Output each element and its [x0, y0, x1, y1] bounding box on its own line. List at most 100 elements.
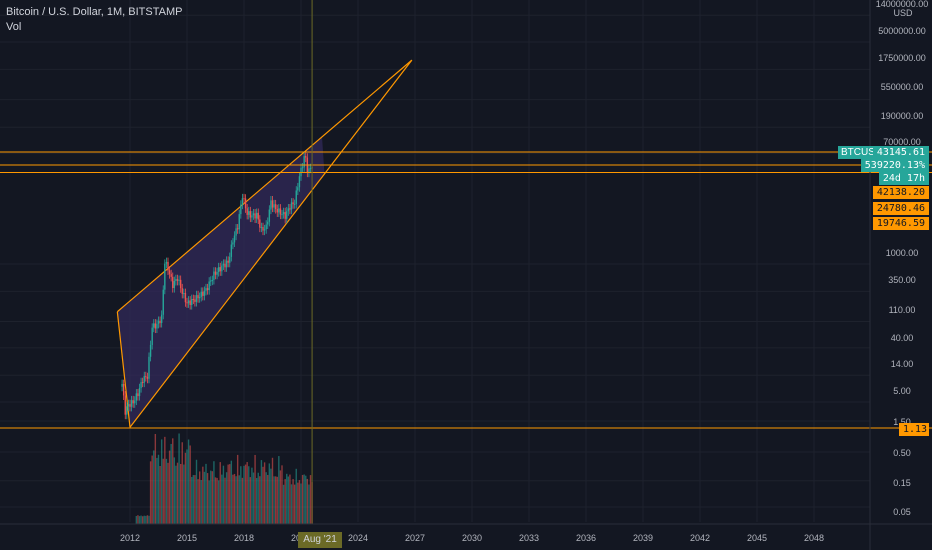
candle-body	[276, 209, 278, 213]
candle-body	[122, 384, 125, 396]
candle-body	[121, 384, 123, 387]
time-tick-label: 2048	[804, 533, 824, 543]
volume-bar	[208, 480, 210, 524]
candle-body	[178, 279, 180, 281]
candle-body	[189, 300, 191, 306]
volume-bar	[203, 471, 206, 524]
candle-body	[224, 263, 226, 268]
volume-bar	[262, 466, 264, 524]
candle-body	[145, 376, 147, 378]
volume-bar	[170, 443, 172, 524]
time-cursor-label: Aug '21	[298, 532, 342, 548]
volume-bar	[217, 480, 220, 524]
time-tick-label: 2018	[234, 533, 254, 543]
volume-bar	[189, 445, 191, 524]
candle-body	[203, 290, 206, 296]
volume-bar	[263, 462, 266, 524]
volume-bar	[292, 479, 294, 524]
candle-body	[267, 221, 269, 225]
candle-body	[197, 295, 199, 299]
volume-bar	[282, 484, 285, 524]
volume-bar	[257, 472, 259, 524]
price-tick-label: 5.00	[893, 386, 911, 396]
volume-bar	[286, 473, 288, 524]
volume-bar	[192, 475, 195, 524]
candle-body	[135, 393, 138, 401]
volume-bar	[309, 475, 312, 524]
candle-body	[130, 400, 133, 407]
volume-bar	[222, 465, 225, 524]
volume-bar	[238, 475, 240, 524]
volume-bar	[159, 465, 161, 524]
time-tick-label: 2015	[177, 533, 197, 543]
time-tick-label: 2036	[576, 533, 596, 543]
price-tick-label: 1.50	[893, 417, 911, 427]
wedge-base-line	[116, 311, 131, 428]
volume-bar	[306, 478, 309, 524]
candle-body	[257, 212, 259, 220]
candle-body	[222, 263, 225, 266]
volume-bar	[273, 476, 275, 524]
candle-body	[241, 198, 244, 205]
candle-body	[214, 271, 217, 275]
candle-body	[236, 228, 239, 230]
candle-body	[126, 406, 128, 415]
symbol-title[interactable]: Bitcoin / U.S. Dollar, 1M, BITSTAMP	[6, 6, 183, 18]
candle-body	[297, 187, 299, 191]
candle-body	[279, 208, 282, 215]
volume-bar	[146, 515, 149, 524]
candle-body	[263, 229, 266, 231]
candle-body	[149, 344, 152, 357]
price-tick-label: 0.05	[893, 507, 911, 517]
candle-body	[167, 261, 169, 271]
volume-bar	[284, 479, 286, 524]
candle-body	[271, 200, 274, 208]
volume-bar	[211, 471, 214, 524]
volume-bar	[138, 516, 141, 524]
wedge-lower-line	[129, 59, 413, 428]
candle-body	[137, 393, 139, 397]
volume-indicator-label[interactable]: Vol	[6, 21, 22, 33]
volume-bar	[145, 515, 147, 524]
wedge-upper-line	[116, 59, 413, 313]
volume-bar	[194, 475, 196, 524]
candle-body	[157, 320, 160, 324]
volume-bar	[241, 477, 244, 524]
volume-bar	[300, 483, 302, 524]
candle-body	[168, 270, 171, 275]
time-tick-label: 2012	[120, 533, 140, 543]
volume-bar	[198, 471, 201, 524]
candle-body	[156, 323, 158, 329]
candle-body	[262, 227, 264, 231]
price-tick-label: 1750000.00	[878, 53, 926, 63]
volume-bar	[268, 463, 271, 524]
volume-bar	[175, 465, 177, 524]
candle-body	[141, 382, 144, 384]
volume-bar	[179, 464, 182, 524]
volume-bar	[178, 433, 180, 524]
candle-body	[287, 208, 290, 212]
candlesticks	[121, 151, 313, 420]
volume-bar	[167, 462, 169, 524]
price-tick-label: 14.00	[891, 359, 914, 369]
volume-bar	[206, 473, 209, 524]
price-tick-label: 350.00	[888, 275, 916, 285]
candle-body	[260, 227, 263, 229]
change-percent-badge: 539220.13%	[860, 159, 929, 172]
volume-bar	[251, 467, 253, 524]
candle-body	[292, 202, 294, 205]
price-tick-label: 14000000.00	[876, 0, 929, 9]
volume-bar	[259, 476, 261, 524]
candle-body	[162, 289, 164, 315]
volume-bar	[279, 470, 282, 524]
candle-body	[274, 204, 277, 210]
volume-bar	[214, 477, 217, 524]
candle-body	[278, 208, 280, 213]
candle-body	[213, 271, 215, 280]
horizontal-levels	[0, 151, 932, 429]
candle-body	[284, 212, 286, 219]
candle-body	[179, 279, 182, 289]
